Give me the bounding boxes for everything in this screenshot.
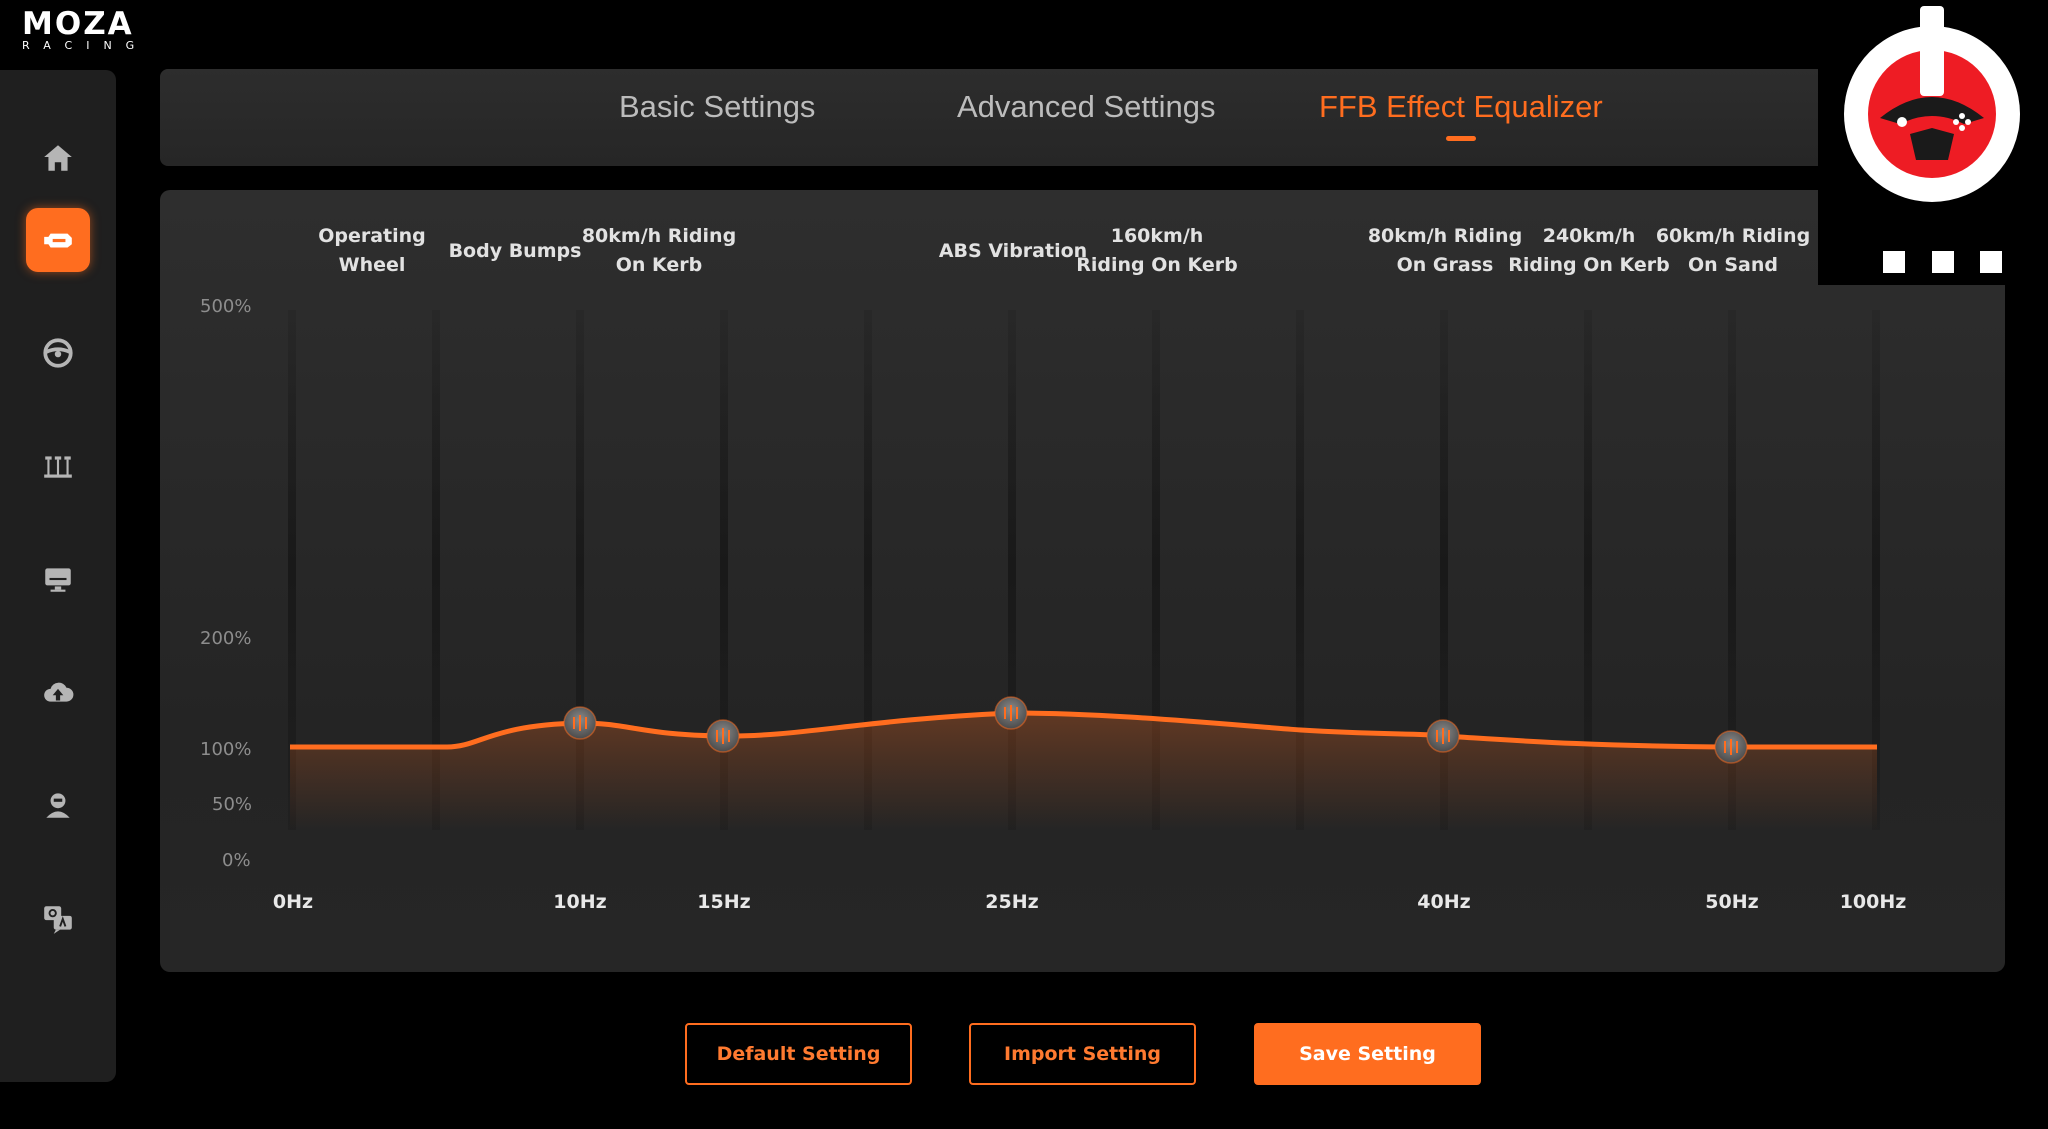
- track: [1872, 310, 1880, 830]
- y-label-0: 0%: [222, 850, 251, 871]
- y-label-200: 200%: [200, 628, 251, 649]
- sidebar-item-dashboard[interactable]: [26, 547, 90, 611]
- sidebar-item-motor[interactable]: [26, 208, 90, 272]
- track: [1152, 310, 1160, 830]
- eq-handle-40hz[interactable]: [1426, 719, 1460, 753]
- eq-handle-15hz[interactable]: [706, 719, 740, 753]
- sidebar: [0, 70, 116, 1082]
- effect-label-80kmh-riding-on-grass: 80km/h Riding On Grass: [1368, 225, 1522, 276]
- y-label-100: 100%: [200, 739, 251, 760]
- menu-dot: [1932, 251, 1954, 273]
- tab-ffb-effect-equalizer[interactable]: FFB Effect Equalizer: [1319, 89, 1603, 141]
- equalizer-panel: Operating Wheel Body Bumps 80km/h Riding O…: [160, 190, 2005, 972]
- track: [1008, 310, 1016, 830]
- menu-dot: [1980, 251, 2002, 273]
- logo-subtitle: RACING: [22, 39, 149, 52]
- equalizer-curve-area: [290, 713, 1877, 830]
- sidebar-item-cloud-upload[interactable]: [26, 660, 90, 724]
- effect-label-80kmh-riding-on-kerb: 80km/h Riding On Kerb: [582, 225, 736, 276]
- moza-logo: MOZA RACING: [22, 6, 197, 52]
- effect-label-60kmh-riding-on-sand: 60km/h Riding On Sand: [1656, 225, 1810, 276]
- eq-handle-10hz[interactable]: [563, 706, 597, 740]
- equalizer-chart: Operating Wheel Body Bumps 80km/h Riding O…: [200, 225, 1906, 913]
- cloud-upload-icon: [44, 682, 74, 702]
- track: [1584, 310, 1592, 830]
- x-label-0hz: 0Hz: [273, 891, 313, 913]
- track: [864, 310, 872, 830]
- track: [432, 310, 440, 830]
- power-steering-badge-icon: [1844, 6, 2020, 202]
- default-setting-button[interactable]: Default Setting: [685, 1023, 912, 1085]
- sidebar-item-home[interactable]: [26, 126, 90, 190]
- tab-bar: Basic Settings Advanced Settings FFB Eff…: [160, 69, 2005, 166]
- frequency-tracks: [288, 310, 1880, 830]
- y-label-50: 50%: [212, 794, 252, 815]
- y-label-500: 500%: [200, 296, 251, 317]
- sidebar-item-pedals[interactable]: [26, 434, 90, 498]
- track: [1440, 310, 1448, 830]
- qa-icon: [44, 906, 72, 934]
- dashboard-icon: [45, 568, 71, 592]
- x-label-50hz: 50Hz: [1705, 891, 1758, 913]
- tab-basic-settings[interactable]: Basic Settings: [619, 89, 816, 124]
- import-setting-button[interactable]: Import Setting: [969, 1023, 1196, 1085]
- sidebar-item-qa[interactable]: [26, 887, 90, 951]
- track: [1728, 310, 1736, 830]
- effect-label-operating-wheel: Operating Wheel: [318, 225, 426, 276]
- badge-overlay: [1818, 0, 2048, 285]
- steering-wheel-icon: [43, 338, 73, 368]
- effect-label-240kmh-riding-on-kerb: 240km/h Riding On Kerb: [1508, 225, 1670, 276]
- sidebar-item-steering-wheel[interactable]: [26, 321, 90, 385]
- motor-icon: [44, 233, 72, 248]
- x-label-100hz: 100Hz: [1840, 891, 1907, 913]
- menu-dot: [1883, 251, 1905, 273]
- eq-handle-25hz[interactable]: [994, 696, 1028, 730]
- tab-advanced-settings[interactable]: Advanced Settings: [957, 89, 1216, 124]
- save-setting-button[interactable]: Save Setting: [1254, 1023, 1481, 1085]
- pedals-icon: [44, 456, 72, 478]
- x-label-10hz: 10Hz: [553, 891, 606, 913]
- active-tab-indicator: [1445, 136, 1476, 141]
- track: [576, 310, 584, 830]
- eq-handle-50hz[interactable]: [1714, 730, 1748, 764]
- effect-label-body-bumps: Body Bumps: [449, 240, 582, 262]
- home-icon: [44, 145, 72, 171]
- track: [1296, 310, 1304, 830]
- effect-label-160kmh-riding-on-kerb: 160km/h Riding On Kerb: [1076, 225, 1238, 276]
- track: [720, 310, 728, 830]
- account-icon: [46, 793, 70, 818]
- effect-labels: Operating Wheel Body Bumps 80km/h Riding O…: [318, 225, 1810, 276]
- effect-label-abs-vibration: ABS Vibration: [939, 240, 1087, 262]
- x-label-40hz: 40Hz: [1417, 891, 1470, 913]
- x-label-25hz: 25Hz: [985, 891, 1038, 913]
- sidebar-item-account[interactable]: [26, 773, 90, 837]
- logo-brand: MOZA: [22, 6, 134, 42]
- x-axis-labels: 0Hz 10Hz 15Hz 25Hz 40Hz 50Hz 100Hz: [273, 891, 1906, 913]
- track: [288, 310, 296, 830]
- y-axis-labels: 500% 200% 100% 50% 0%: [200, 296, 252, 871]
- x-label-15hz: 15Hz: [697, 891, 750, 913]
